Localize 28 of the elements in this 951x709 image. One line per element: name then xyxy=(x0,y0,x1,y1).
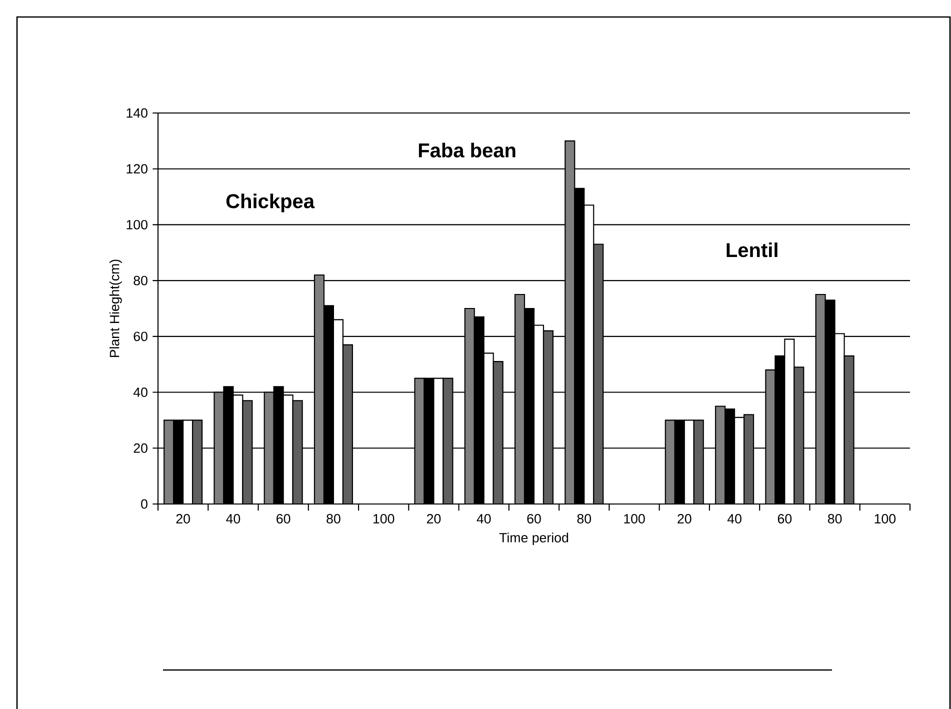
x-tick-label: 20 xyxy=(678,514,692,524)
x-tick-label: 100 xyxy=(874,514,896,524)
x-tick-label: 60 xyxy=(276,514,290,524)
y-tick-label: 100 xyxy=(126,220,148,230)
y-tick-label: 120 xyxy=(126,164,148,174)
x-tick-label: 40 xyxy=(226,514,240,524)
y-tick-label: 40 xyxy=(133,388,148,397)
annotation: Lentil xyxy=(726,242,778,258)
x-tick-label: 80 xyxy=(326,514,340,524)
x-tick-label: 100 xyxy=(374,514,394,524)
annotation: Faba bean xyxy=(418,142,516,158)
y-axis-title: Plant Hieght(cm) xyxy=(109,260,122,358)
annotation: Chickpea xyxy=(226,194,315,212)
y-tick-label: 0 xyxy=(141,499,148,509)
y-tick-label: 80 xyxy=(134,276,148,286)
x-tick-label: 60 xyxy=(527,514,541,524)
x-tick-label: 20 xyxy=(426,514,441,524)
y-tick-label: 60 xyxy=(134,332,148,342)
x-tick-label: 40 xyxy=(476,514,491,524)
x-tick-label: 80 xyxy=(828,514,842,524)
x-tick-label: 80 xyxy=(577,514,592,524)
x-tick-label: 100 xyxy=(624,514,645,524)
x-tick-label: 20 xyxy=(176,514,190,524)
y-tick-label: 20 xyxy=(134,443,148,453)
x-tick-label: 40 xyxy=(727,514,742,524)
y-tick-label: 140 xyxy=(126,108,148,118)
x-axis-title: Time period xyxy=(499,532,568,546)
x-tick-label: 60 xyxy=(778,514,792,524)
